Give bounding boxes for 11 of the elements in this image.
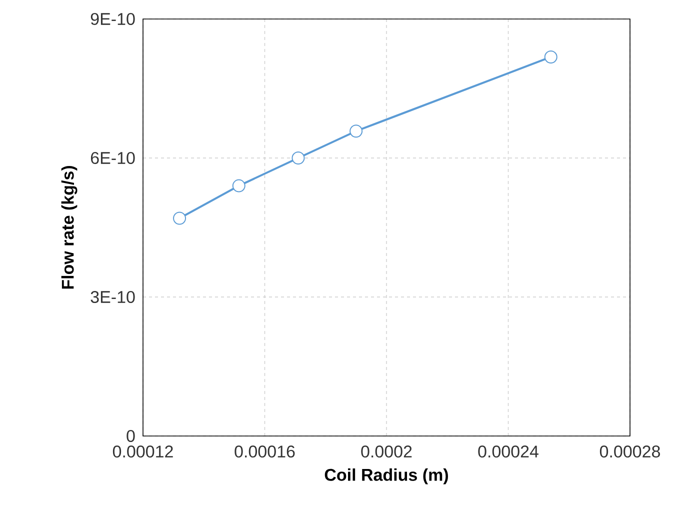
y-tick-label: 0 <box>126 430 135 442</box>
y-tick-label: 6E-10 <box>90 152 135 164</box>
x-tick-label: 0.00016 <box>234 446 295 458</box>
y-tick-label: 3E-10 <box>90 290 135 304</box>
x-tick-label: 0.00012 <box>112 446 173 458</box>
x-tick-label: 0.0002 <box>361 446 412 458</box>
x-tick-label: 0.00028 <box>600 446 660 458</box>
x-tick-label: 0.00024 <box>478 446 538 458</box>
x-axis-title: Coil Radius (m) <box>324 468 448 484</box>
y-tick-label: 9E-10 <box>90 12 135 26</box>
y-axis-title: Flow rate (kg/s) <box>61 166 78 289</box>
